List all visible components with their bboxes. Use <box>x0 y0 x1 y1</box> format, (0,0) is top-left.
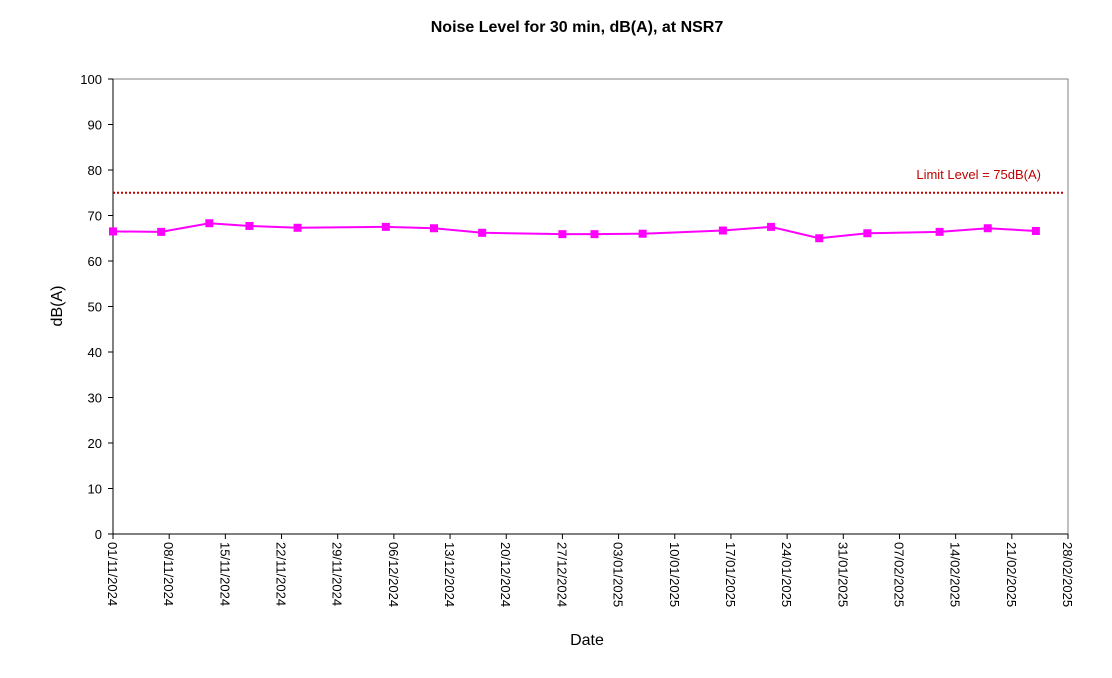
y-tick-label: 30 <box>88 391 102 406</box>
x-tick-label: 27/12/2024 <box>554 542 569 607</box>
data-point <box>293 223 302 232</box>
limit-label: Limit Level = 75dB(A) <box>916 167 1041 182</box>
x-tick-label: 14/02/2025 <box>948 542 963 607</box>
data-point <box>157 227 166 236</box>
x-tick-label: 21/02/2025 <box>1004 542 1019 607</box>
x-tick-label: 13/12/2024 <box>442 542 457 607</box>
x-tick-label: 20/12/2024 <box>498 542 513 607</box>
data-point <box>590 230 599 239</box>
x-axis: 01/11/2024 08/11/2024 15/11/2024 22/11/2024… <box>105 533 1075 607</box>
x-tick-label: 28/02/2025 <box>1060 542 1075 607</box>
x-tick-label: 01/11/2024 <box>105 542 120 606</box>
data-point <box>638 229 647 238</box>
x-tick-label: 15/11/2024 <box>217 542 232 606</box>
data-point <box>558 230 567 239</box>
chart-title: Noise Level for 30 min, dB(A), at NSR7 <box>431 19 724 36</box>
y-tick-label: 70 <box>88 209 102 224</box>
data-point <box>430 224 439 233</box>
data-point <box>205 219 214 228</box>
y-tick-label: 20 <box>88 436 102 451</box>
y-tick-label: 80 <box>88 163 102 178</box>
x-tick-label: 29/11/2024 <box>330 542 345 606</box>
series-line <box>112 222 1036 240</box>
data-point <box>935 227 944 236</box>
x-tick-label: 08/11/2024 <box>161 542 176 606</box>
data-point <box>983 224 992 233</box>
data-point <box>1031 226 1040 235</box>
y-axis-title: dB(A) <box>49 286 66 327</box>
x-tick-label: 31/01/2025 <box>835 542 850 607</box>
data-point <box>718 226 727 235</box>
x-axis-title: Date <box>570 632 604 649</box>
y-tick-label: 50 <box>88 300 102 315</box>
data-point <box>815 234 824 243</box>
x-tick-label: 10/01/2025 <box>667 542 682 607</box>
data-point <box>478 228 487 237</box>
y-tick-label: 100 <box>80 72 102 87</box>
x-tick-label: 17/01/2025 <box>723 542 738 607</box>
plot-area-frame <box>112 78 1069 535</box>
x-tick-label: 24/01/2025 <box>779 542 794 607</box>
series-noise-level <box>109 219 1040 243</box>
data-point <box>245 221 254 230</box>
data-point <box>767 222 776 231</box>
x-tick-label: 07/02/2025 <box>891 542 906 607</box>
y-tick-label: 0 <box>95 527 102 542</box>
data-point <box>381 222 390 231</box>
y-tick-label: 40 <box>88 345 102 360</box>
y-tick-label: 60 <box>88 254 102 269</box>
x-tick-label: 06/12/2024 <box>386 542 401 607</box>
y-tick-label: 90 <box>88 118 102 133</box>
data-point <box>109 227 117 236</box>
limit-level: Limit Level = 75dB(A) <box>113 167 1064 194</box>
data-point <box>863 229 872 238</box>
x-tick-label: 22/11/2024 <box>274 542 289 606</box>
y-axis: 0 10 20 30 40 50 60 70 80 90 100 <box>80 72 114 542</box>
y-tick-label: 10 <box>88 482 102 497</box>
x-tick-label: 03/01/2025 <box>611 542 626 607</box>
